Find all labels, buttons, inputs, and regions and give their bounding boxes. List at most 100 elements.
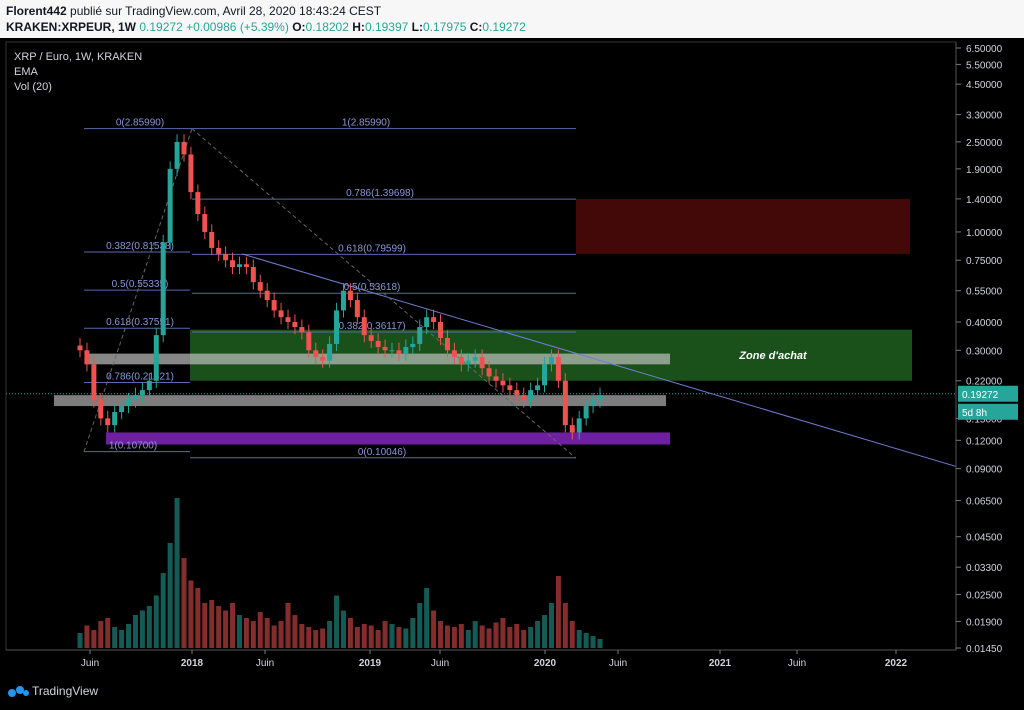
x-tick-label: 2018 bbox=[181, 658, 204, 669]
purple-band bbox=[106, 432, 670, 445]
volume-bar bbox=[153, 595, 159, 648]
volume-bar bbox=[77, 633, 83, 648]
volume-bar bbox=[292, 615, 298, 648]
zone-annotation: Zone d'achat bbox=[738, 350, 808, 362]
candle-body bbox=[126, 400, 132, 407]
x-tick-label: Juin bbox=[81, 658, 99, 669]
symbol[interactable]: KRAKEN:XRPEUR, 1W bbox=[6, 20, 137, 34]
y-tick-label: 0.01900 bbox=[966, 617, 1003, 628]
volume-bar bbox=[555, 576, 561, 648]
legend-volume[interactable]: Vol (20) bbox=[14, 81, 52, 93]
price-chart[interactable]: Zone d'achat 0(2.85990) 1(2.85990) 0.786(1… bbox=[0, 38, 1024, 672]
candle-body bbox=[306, 332, 312, 351]
volume-bar bbox=[105, 618, 111, 648]
candle-body bbox=[472, 357, 478, 361]
volume-bar bbox=[424, 588, 430, 648]
publish-line: Florent442 publié sur TradingView.com, A… bbox=[6, 4, 381, 18]
volume-bar bbox=[465, 630, 471, 648]
open: 0.18202 bbox=[305, 20, 349, 34]
volume-bar bbox=[472, 621, 478, 648]
x-tick-label: Juin bbox=[788, 658, 806, 669]
y-tick-label: 1.40000 bbox=[966, 195, 1003, 206]
candle-body bbox=[313, 350, 319, 358]
y-tick-label: 0.75000 bbox=[966, 256, 1003, 267]
x-tick-label: 2019 bbox=[359, 658, 382, 669]
volume-bar bbox=[160, 573, 166, 648]
candle-body bbox=[181, 141, 187, 155]
candle-body bbox=[119, 406, 125, 413]
candle-body bbox=[548, 357, 554, 365]
fib-label: 0.786(1.39698) bbox=[346, 188, 414, 199]
volume-bar bbox=[507, 627, 513, 648]
volume-bar bbox=[243, 618, 249, 648]
volume-bar bbox=[479, 625, 485, 648]
y-tick-label: 0.15000 bbox=[966, 414, 1003, 425]
candle-body bbox=[389, 350, 395, 352]
candle-body bbox=[112, 412, 118, 426]
countdown-label: 5d 8h bbox=[962, 408, 987, 419]
y-tick-label: 0.22000 bbox=[966, 377, 1003, 388]
volume-bar bbox=[139, 610, 145, 648]
candle-body bbox=[555, 357, 561, 381]
x-tick-label: 2020 bbox=[534, 658, 557, 669]
fib-diagonal-2 bbox=[83, 128, 193, 452]
volume-bar bbox=[493, 622, 499, 648]
volume-bar bbox=[562, 603, 568, 648]
y-tick-label: 0.12000 bbox=[966, 436, 1003, 447]
candle-body bbox=[500, 380, 506, 386]
open-label: O: bbox=[292, 20, 306, 34]
fib-label: 1(0.10700) bbox=[109, 441, 157, 452]
candle-body bbox=[292, 321, 298, 328]
volume-bar bbox=[264, 618, 270, 648]
candle-body bbox=[410, 343, 416, 348]
candle-body bbox=[347, 290, 353, 301]
volume-bar bbox=[195, 588, 201, 648]
volume-bar bbox=[528, 627, 534, 648]
x-tick-label: 2022 bbox=[885, 658, 908, 669]
volume-bar bbox=[299, 624, 305, 648]
candle-body bbox=[209, 231, 215, 248]
volume-bar bbox=[257, 612, 263, 648]
volume-bar bbox=[181, 558, 187, 648]
fib-label: 0.382(0.81538) bbox=[106, 241, 174, 252]
candle-body bbox=[569, 425, 575, 433]
volume-bar bbox=[431, 610, 437, 648]
volume-bar bbox=[535, 621, 541, 648]
y-tick-label: 3.30000 bbox=[966, 111, 1003, 122]
volume-bar bbox=[334, 595, 340, 648]
last-price-badge bbox=[958, 385, 1018, 402]
volume-bar bbox=[382, 621, 388, 648]
volume-bar bbox=[597, 639, 603, 648]
candle-body bbox=[230, 260, 236, 268]
volume-bar bbox=[223, 610, 229, 648]
fib-label: 0.618(0.37551) bbox=[106, 317, 174, 328]
author[interactable]: Florent442 bbox=[6, 4, 67, 18]
volume-bar bbox=[403, 628, 409, 648]
legend-ema[interactable]: EMA bbox=[14, 66, 38, 78]
candle-body bbox=[202, 214, 208, 232]
y-tick-label: 4.50000 bbox=[966, 80, 1003, 91]
change: +0.00986 (+5.39%) bbox=[186, 20, 289, 34]
candle-body bbox=[368, 335, 374, 341]
candle-body bbox=[216, 247, 222, 254]
volume-bar bbox=[306, 627, 312, 648]
volume-bar bbox=[188, 580, 194, 648]
y-tick-label: 1.00000 bbox=[966, 228, 1003, 239]
volume-bar bbox=[230, 603, 236, 648]
volume-bar bbox=[500, 618, 506, 648]
candle-body bbox=[334, 310, 340, 344]
volume-bar bbox=[548, 603, 554, 648]
candle-body bbox=[236, 264, 242, 268]
candle-body bbox=[444, 337, 450, 351]
fib-label: 0.382(0.36117) bbox=[338, 321, 405, 332]
volume-bar bbox=[583, 633, 589, 648]
volume-bar bbox=[514, 624, 520, 648]
footer: TradingView bbox=[0, 672, 1024, 710]
candle-body bbox=[528, 390, 534, 401]
volume-bar bbox=[521, 630, 527, 648]
chart-header: Florent442 publié sur TradingView.com, A… bbox=[0, 0, 1024, 38]
volume-bar bbox=[132, 615, 138, 648]
y-tick-label: 0.55000 bbox=[966, 287, 1003, 298]
candle-body bbox=[188, 154, 194, 193]
candle-body bbox=[223, 253, 229, 261]
